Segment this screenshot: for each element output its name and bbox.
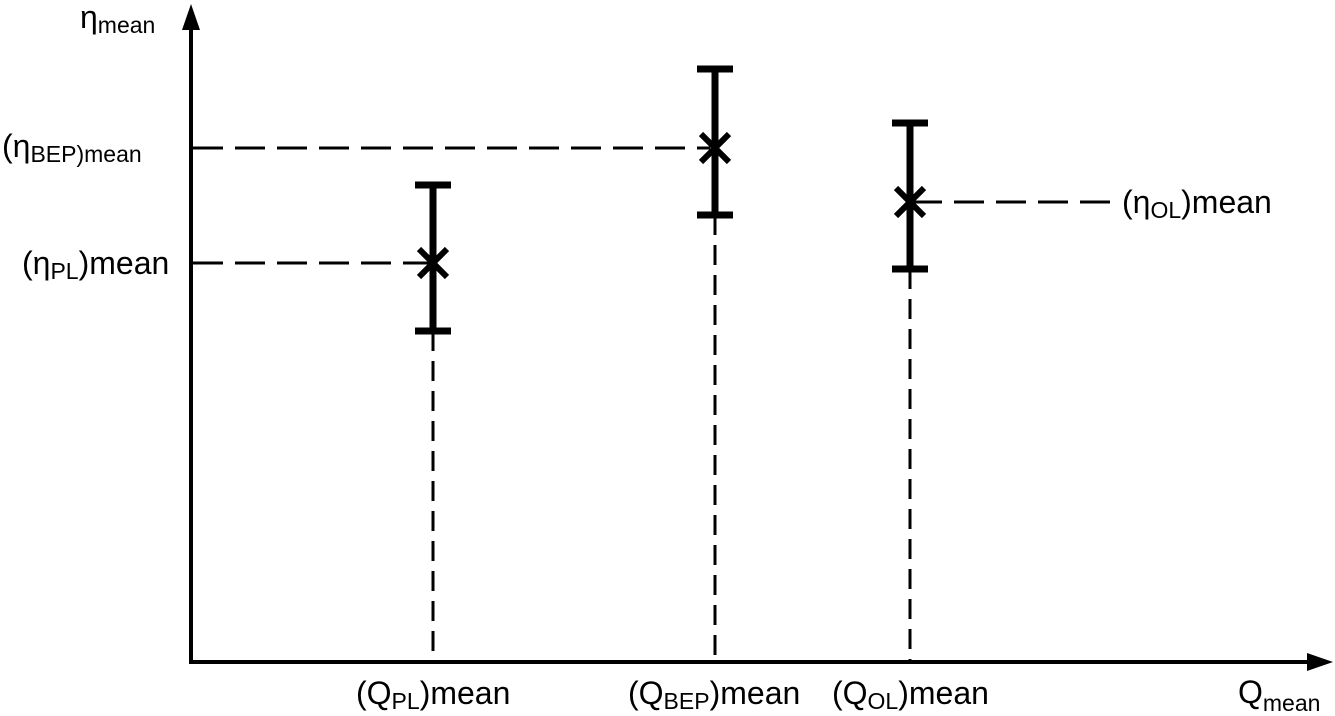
- bep-y-label: (ηBEP)mean: [2, 128, 142, 167]
- pl-marker: [416, 246, 450, 280]
- ol-y-label: (ηOL)mean: [1122, 184, 1272, 223]
- y-axis-arrow: [182, 4, 200, 30]
- bep-x-label: (QBEP)mean: [628, 675, 800, 714]
- point-pl: (ηPL)mean (QPL)mean: [22, 181, 510, 714]
- x-axis-arrow: [1307, 653, 1333, 671]
- axes: ηmean Qmean: [80, 0, 1333, 716]
- point-bep: (ηBEP)mean (QBEP)mean: [2, 65, 800, 714]
- y-axis-label-base: η: [80, 0, 98, 35]
- bep-marker: [698, 131, 732, 165]
- pl-x-label: (QPL)mean: [356, 675, 510, 714]
- y-axis-label: ηmean: [80, 0, 155, 38]
- y-axis-label-sub: mean: [98, 12, 156, 38]
- x-axis-label-base: Q: [1238, 674, 1263, 710]
- x-axis-label-sub: mean: [1263, 690, 1321, 716]
- pl-y-label: (ηPL)mean: [22, 245, 169, 284]
- x-axis-label: Qmean: [1238, 674, 1320, 716]
- ol-x-label: (QOL)mean: [832, 675, 989, 714]
- point-ol: (ηOL)mean (QOL)mean: [832, 119, 1272, 714]
- ol-marker: [893, 185, 927, 219]
